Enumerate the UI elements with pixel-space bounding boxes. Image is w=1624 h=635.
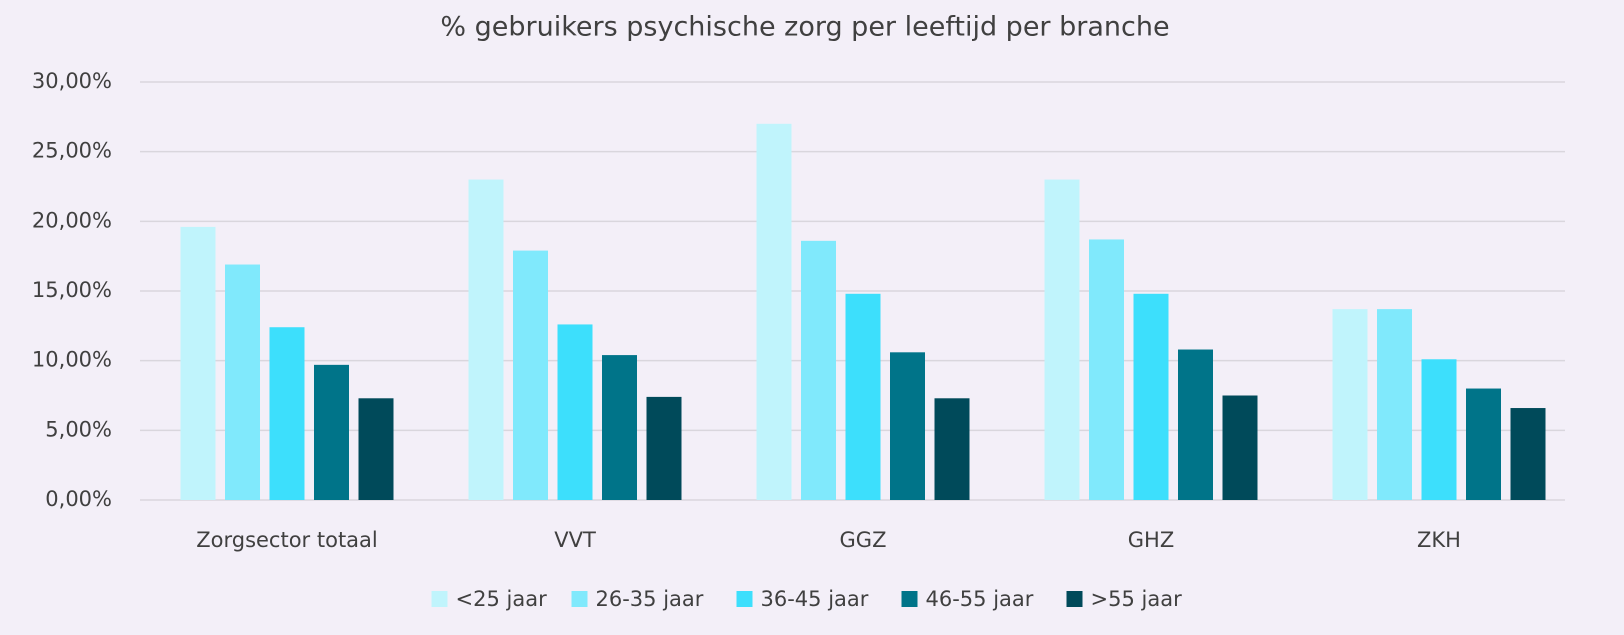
bar	[1222, 395, 1258, 500]
chart-title: % gebruikers psychische zorg per leeftij…	[440, 12, 1169, 43]
y-tick-label: 25,00%	[32, 139, 112, 163]
bar	[890, 352, 925, 500]
x-tick-label: GHZ	[1128, 528, 1174, 552]
bar	[1377, 309, 1412, 500]
y-tick-label: 15,00%	[32, 278, 112, 302]
bar	[1510, 408, 1546, 500]
legend-label: 46-55 jaar	[926, 587, 1034, 611]
legend-swatch	[571, 591, 588, 607]
x-tick-label: ZKH	[1417, 528, 1461, 552]
bar	[845, 293, 881, 500]
y-tick-label: 5,00%	[45, 417, 112, 441]
bar	[756, 123, 792, 501]
legend-label: <25 jaar	[456, 587, 548, 611]
legend-label: 26-35 jaar	[596, 587, 704, 611]
bar	[801, 240, 836, 500]
bar	[934, 398, 970, 500]
bar	[1421, 359, 1457, 500]
y-tick-label: 20,00%	[32, 208, 112, 232]
x-tick-label: Zorgsector totaal	[196, 528, 378, 552]
legend-swatch	[901, 591, 918, 607]
bar	[1044, 179, 1080, 501]
bar	[269, 327, 305, 500]
x-tick-label: VVT	[554, 528, 596, 552]
x-tick-label: GGZ	[840, 528, 887, 552]
bar	[1178, 349, 1213, 500]
legend-swatch	[736, 591, 753, 607]
legend-label: 36-45 jaar	[761, 587, 869, 611]
bar	[180, 226, 216, 500]
bar	[557, 324, 593, 500]
bar	[358, 398, 394, 500]
bar	[314, 364, 349, 500]
bar	[646, 396, 682, 500]
y-tick-label: 10,00%	[32, 348, 112, 372]
bar	[1466, 388, 1501, 500]
bar	[468, 179, 504, 501]
bar	[602, 355, 637, 500]
y-tick-label: 0,00%	[45, 487, 112, 511]
bar	[225, 264, 260, 500]
bar	[1089, 239, 1124, 501]
legend-label: >55 jaar	[1091, 587, 1183, 611]
bar	[1332, 309, 1368, 500]
legend-swatch	[1066, 591, 1083, 607]
legend-swatch	[431, 591, 448, 607]
bar	[513, 250, 548, 500]
y-tick-label: 30,00%	[32, 69, 112, 93]
bar	[1133, 293, 1169, 500]
